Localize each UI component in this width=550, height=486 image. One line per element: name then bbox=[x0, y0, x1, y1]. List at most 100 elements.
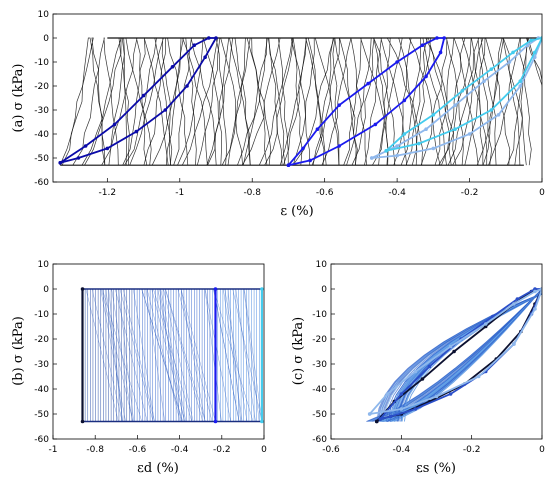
panel-c-cycle-bundle bbox=[366, 288, 542, 422]
panel-b-web-line bbox=[111, 288, 133, 422]
panel-c-series-2-point bbox=[533, 307, 537, 311]
panel-a-series-3-point bbox=[489, 67, 494, 71]
panel-a-series-0-point bbox=[58, 161, 63, 165]
panel-b-web-line bbox=[159, 288, 182, 422]
panel-b-xticks: -1 -0.8 -0.6 -0.4 -0.2 0 bbox=[49, 435, 267, 455]
panel-b-web-line bbox=[243, 288, 260, 422]
panel-c-xtick-label: -0.4 bbox=[393, 445, 411, 455]
panel-b-ytick-label: -10 bbox=[34, 310, 49, 320]
panel-b-ytick-label: -50 bbox=[34, 410, 49, 420]
panel-a-series-3-point bbox=[453, 127, 457, 131]
panel-a-series-3-point bbox=[489, 108, 494, 112]
panel-c-cycle-line bbox=[367, 288, 542, 422]
panel-c-ytick-label: -20 bbox=[312, 335, 327, 345]
panel-a-series-1-point bbox=[286, 163, 291, 167]
panel-b-yticks: 10 0 -10 -20 -30 -40 -50 -60 bbox=[34, 260, 57, 445]
panel-a-xtick-label: -0.6 bbox=[316, 188, 334, 198]
panel-b-xlabel: εd (%) bbox=[137, 461, 179, 476]
panel-a-series-0-point bbox=[112, 122, 117, 127]
panel-c-series-2-point bbox=[385, 392, 390, 396]
panel-a-series-0-point bbox=[105, 146, 110, 151]
panel-a-series-3-point bbox=[540, 36, 542, 40]
panel-b-web-line bbox=[133, 288, 155, 422]
panel-a-cycle-bundle bbox=[59, 37, 542, 166]
panel-a-data bbox=[58, 36, 542, 167]
panel-b-web-line bbox=[213, 288, 240, 422]
panel-a-series-1-point bbox=[373, 122, 378, 127]
panel-b-ytick-label: -40 bbox=[34, 385, 49, 395]
panel-c-series-2-point bbox=[540, 287, 542, 291]
panel-b-ytick-label: -60 bbox=[34, 435, 49, 445]
panel-b-web-line bbox=[157, 288, 185, 422]
panel-b-ytick-label: -30 bbox=[34, 360, 49, 370]
panel-a-series-0-point bbox=[76, 156, 81, 160]
panel-c-series-1-point bbox=[448, 392, 453, 396]
panel-a-series-1-point bbox=[315, 127, 320, 131]
panel-a-series-1-point bbox=[337, 144, 341, 148]
panel-b-web-line bbox=[204, 288, 231, 422]
panel-b-web-line bbox=[101, 288, 134, 422]
panel-b-web-line bbox=[165, 288, 204, 422]
panel-a-series-0-point bbox=[141, 93, 146, 98]
panel-c-series-1-point bbox=[388, 414, 393, 419]
panel-a-series-3-point bbox=[460, 89, 465, 93]
panel-b-data bbox=[80, 287, 264, 424]
panel-a-series-3-point bbox=[532, 50, 537, 55]
panel-a-series-1-point bbox=[424, 74, 428, 79]
panel-b-web-line bbox=[177, 288, 213, 422]
panel-a-series-1-point bbox=[395, 60, 399, 64]
panel-a-series-1 bbox=[287, 37, 446, 167]
panel-b-web-line bbox=[180, 288, 216, 422]
panel-b-web-line bbox=[213, 288, 254, 422]
panel-a-series-0-point bbox=[185, 84, 189, 88]
panel-a-cycle-line bbox=[420, 37, 464, 166]
panel-a-series-0-point bbox=[214, 36, 218, 40]
panel-b-web-line bbox=[244, 288, 263, 422]
panel-a-series-0-point bbox=[163, 108, 168, 112]
panel-b-ylabel: (b) σ (kPa) bbox=[11, 316, 26, 386]
panel-b-web-line bbox=[145, 288, 166, 422]
panel-b-ytick-label: -20 bbox=[34, 335, 49, 345]
panel-c-cycle-line bbox=[391, 288, 542, 422]
panel-c-series-0-point bbox=[420, 377, 425, 381]
panel-b-web-line bbox=[118, 288, 134, 422]
panel-c-series-1-point bbox=[378, 417, 383, 421]
panel-a-ytick-label: -10 bbox=[34, 58, 49, 68]
panel-a-series-2-point bbox=[369, 156, 374, 160]
panel-b-web-line bbox=[223, 288, 243, 422]
panel-b-web-line bbox=[232, 288, 263, 422]
panel-c-ytick-label: -10 bbox=[312, 310, 327, 320]
panel-c-series-1-point bbox=[427, 364, 432, 369]
panel-a-series-2-point bbox=[532, 55, 537, 59]
panel-a-xtick-label: -0.2 bbox=[461, 188, 479, 198]
panel-c-series-1-point bbox=[413, 407, 418, 411]
panel-b-web-line bbox=[85, 288, 119, 422]
panel-a-cycle-line bbox=[84, 37, 130, 166]
panel-a-series-0-point bbox=[134, 129, 139, 134]
panel-a-series-1-point bbox=[438, 50, 443, 55]
panel-b-frame bbox=[52, 263, 265, 440]
panel-b-web-line bbox=[91, 288, 123, 422]
panel-a-series-2-point bbox=[424, 127, 428, 131]
panel-a-series-2-point bbox=[507, 60, 512, 64]
panel-c-cycle-line bbox=[375, 288, 542, 422]
panel-a-series-1-point bbox=[420, 43, 425, 47]
panel-a-series-2-point bbox=[496, 113, 501, 117]
panel-c-cycle-line bbox=[366, 288, 542, 422]
panel-b-series-0-point bbox=[80, 287, 85, 291]
panel-b: -1 -0.8 -0.6 -0.4 -0.2 0 10 0 -10 -20 -30 -40 -50 -6… bbox=[11, 260, 267, 476]
panel-a-series-2-point bbox=[431, 146, 436, 151]
panel-b-series-2-point bbox=[260, 287, 264, 291]
panel-b-web-line bbox=[153, 288, 193, 422]
panel-b-web-line bbox=[141, 288, 184, 422]
panel-a-cycle-line bbox=[72, 37, 119, 166]
panel-c-series-2-point bbox=[512, 342, 516, 346]
panel-c-series-2-point bbox=[512, 302, 516, 306]
panel-b-web-line bbox=[100, 288, 126, 422]
panel-b-web-line bbox=[151, 288, 185, 422]
panel-a-series-3-point bbox=[384, 149, 389, 153]
panel-a-series-2-point bbox=[518, 84, 523, 88]
panel-a-series-2-point bbox=[467, 132, 472, 136]
panel-c-series-2 bbox=[369, 288, 542, 415]
